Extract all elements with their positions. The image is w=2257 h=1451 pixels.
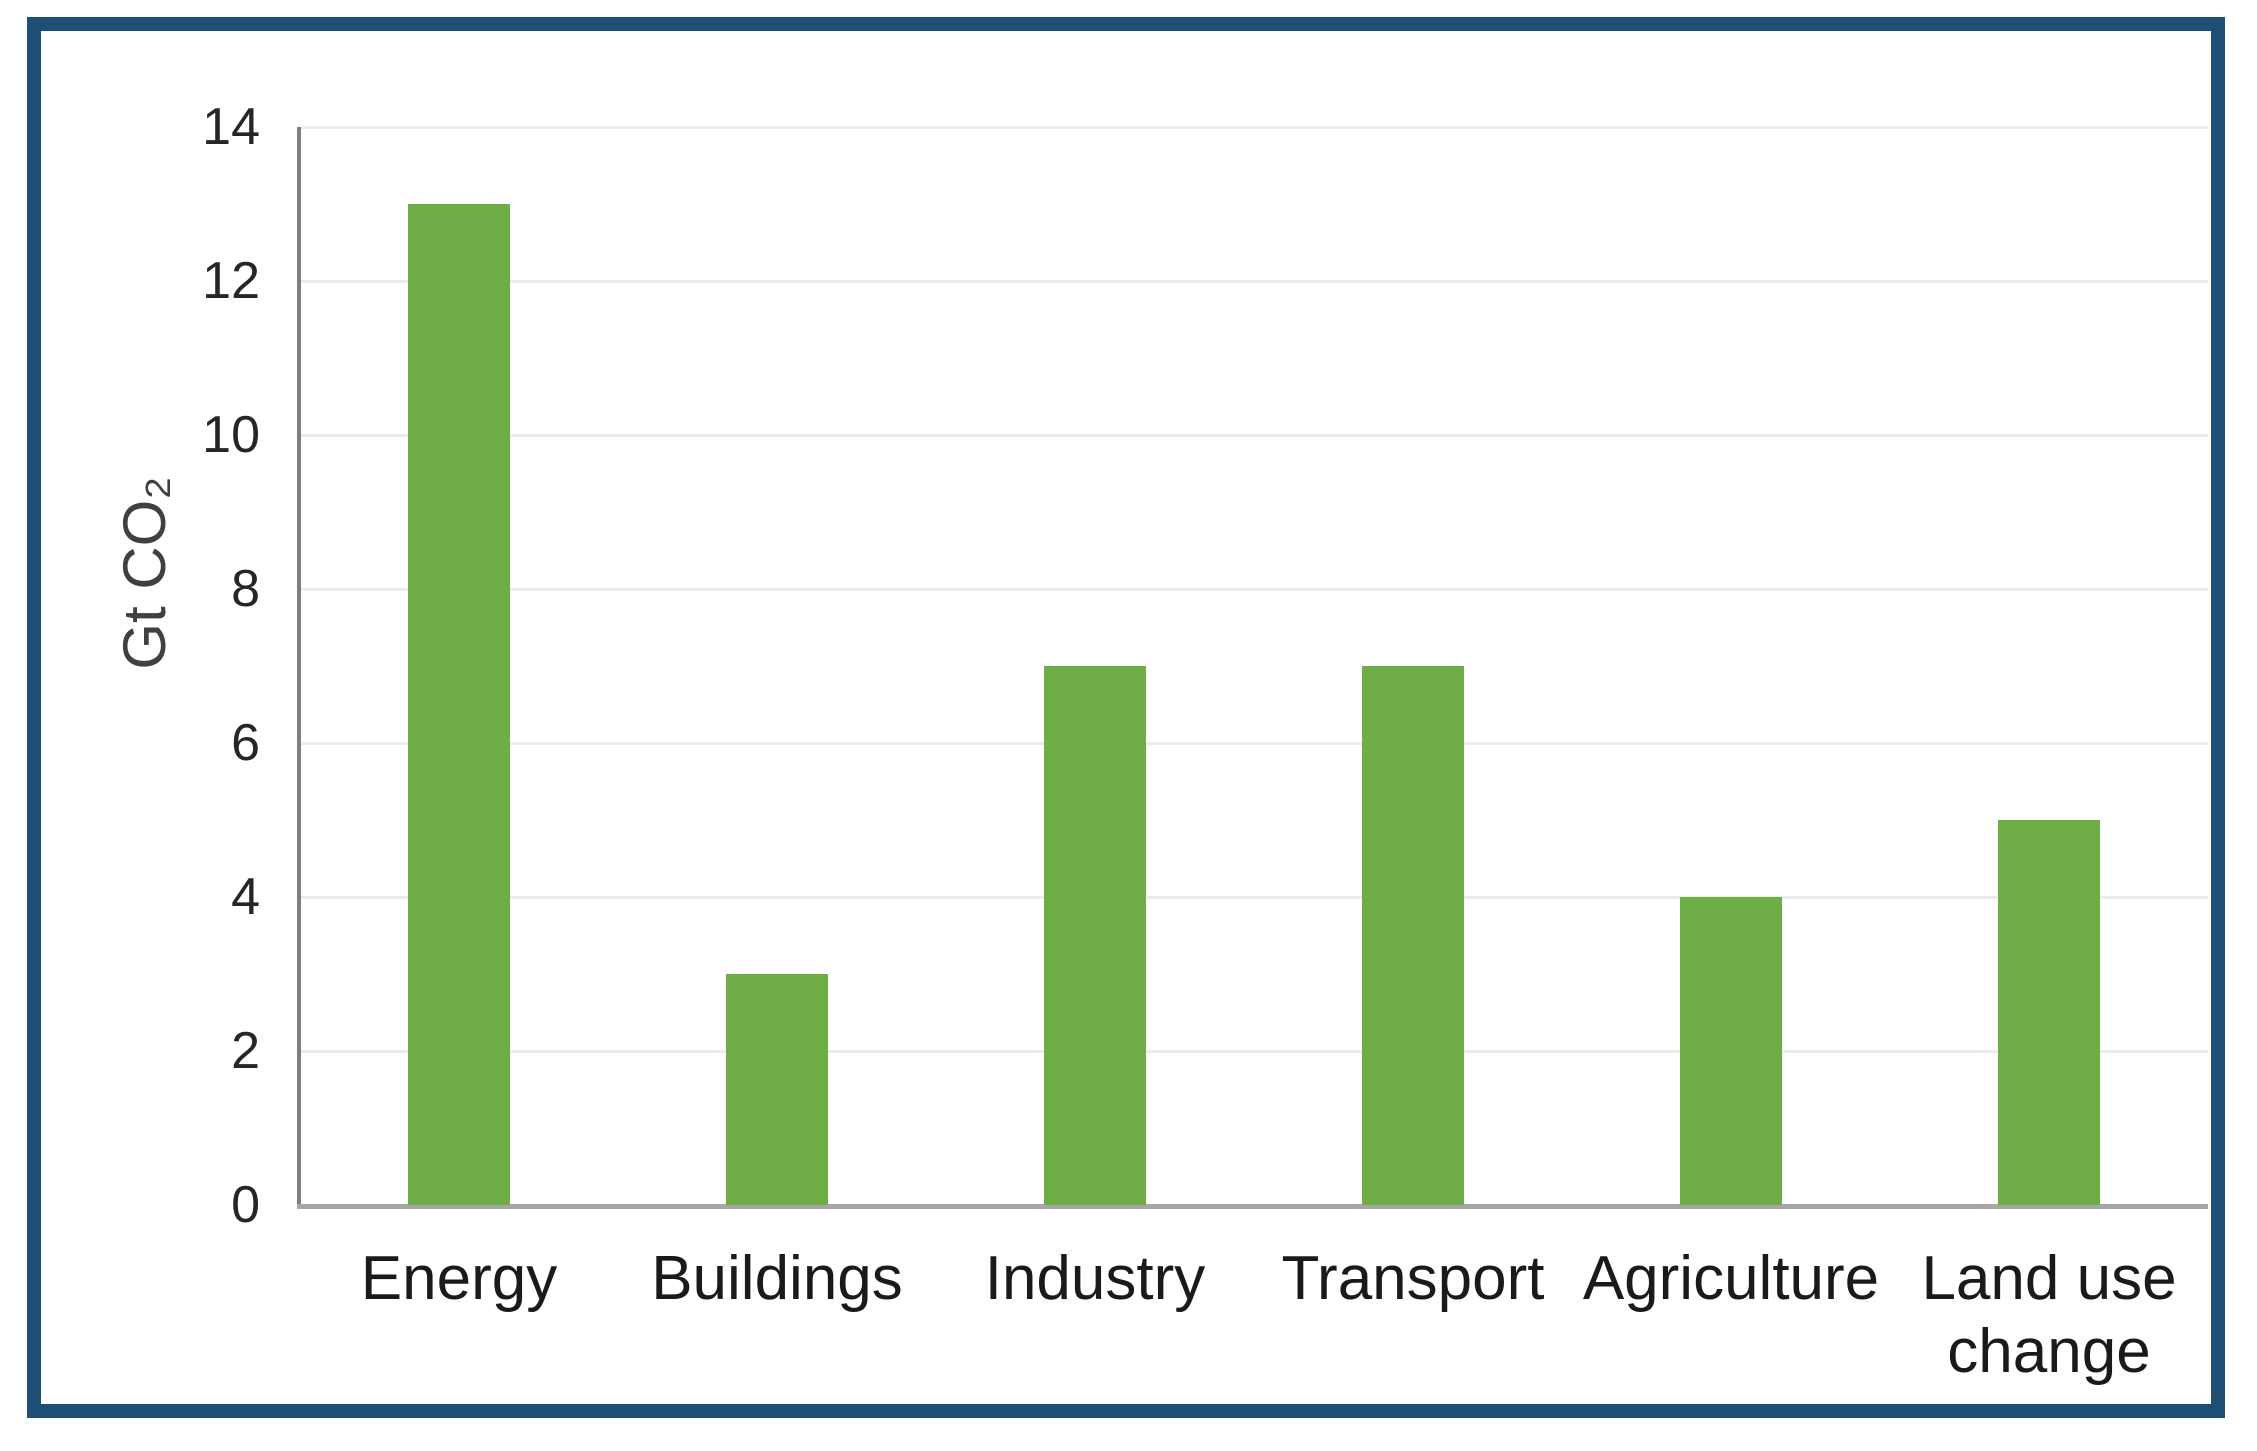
y-tick-label-8: 8 [231,560,260,618]
x-category-label-transport: Transport [1281,1244,1545,1313]
bar-land-use-change [1998,820,2100,1205]
y-tick-label-10: 10 [202,406,260,464]
gridline-y-6 [300,742,2208,745]
bar-energy [408,204,510,1205]
y-tick-label-14: 14 [202,98,260,156]
x-category-label-land-use-change: Land use change [1921,1244,2177,1387]
gridline-y-8 [300,588,2208,591]
bar-buildings [726,974,828,1205]
x-category-label-industry: Industry [984,1244,1206,1313]
gridline-y-10 [300,434,2208,437]
y-tick-label-4: 4 [231,868,260,926]
x-category-label-energy: Energy [360,1244,558,1313]
y-axis-line [297,127,301,1205]
x-category-label-buildings: Buildings [651,1244,903,1313]
bar-agriculture [1680,897,1782,1205]
gridline-y-14 [300,126,2208,129]
bar-industry [1044,666,1146,1205]
plot-area [297,126,2208,1209]
gridline-y-12 [300,280,2208,283]
x-axis-line [297,1204,2208,1209]
gridline-y-4 [300,896,2208,899]
x-category-label-agriculture: Agriculture [1582,1244,1880,1313]
y-tick-label-0: 0 [231,1176,260,1234]
y-tick-label-6: 6 [231,714,260,772]
y-tick-label-12: 12 [202,252,260,310]
bar-transport [1362,666,1464,1205]
y-tick-label-2: 2 [231,1022,260,1080]
gridline-y-2 [300,1050,2208,1053]
